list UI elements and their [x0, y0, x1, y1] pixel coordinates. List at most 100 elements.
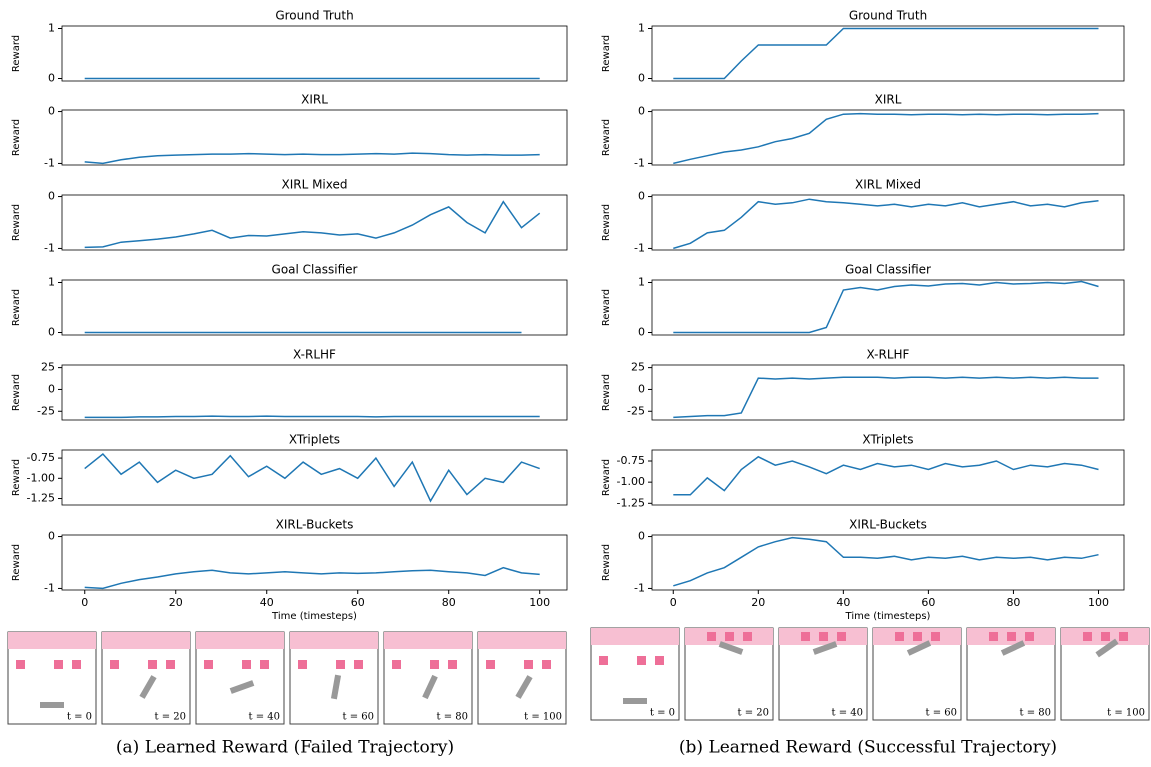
frame-thumbnail: t = 40	[778, 627, 868, 721]
block	[448, 660, 457, 669]
y-tick-label: -1	[44, 156, 55, 169]
block	[148, 660, 157, 669]
block	[637, 656, 646, 665]
y-tick-label: -1	[44, 241, 55, 254]
block	[204, 660, 213, 669]
frame-thumbnail: t = 60	[872, 627, 962, 721]
y-tick-label: -0.75	[27, 451, 55, 464]
y-tick-label: 1	[638, 22, 645, 35]
block	[430, 660, 439, 669]
block	[298, 660, 307, 669]
frame-thumbnail: t = 80	[966, 627, 1056, 721]
line-series	[673, 455, 1099, 496]
plot-frame	[651, 534, 1125, 591]
goal-zone	[290, 632, 378, 649]
y-axis-label: Reward	[601, 35, 612, 72]
plot-frame	[651, 109, 1125, 166]
x-tick-label: 80	[1006, 596, 1020, 609]
y-axis-label: Reward	[11, 35, 22, 72]
frame-thumbnail: t = 20	[101, 631, 191, 725]
frame-time-label: t = 80	[437, 712, 468, 723]
y-tick-label: 1	[48, 22, 55, 35]
robot	[139, 675, 157, 699]
frame-time-label: t = 40	[249, 712, 280, 723]
frame-thumbnail: t = 100	[1060, 627, 1150, 721]
goal-zone	[478, 632, 566, 649]
y-tick-label: 0	[638, 326, 645, 339]
frame-thumbnail: t = 0	[7, 631, 97, 725]
line-series	[673, 536, 1099, 587]
chart-title: XTriplets	[862, 433, 913, 447]
robot	[1000, 640, 1026, 656]
robot	[40, 702, 64, 708]
x-tick-label: 80	[442, 596, 456, 609]
y-tick-label: 0	[638, 382, 645, 395]
y-tick-label: 0	[48, 530, 55, 543]
plot-frame	[61, 534, 568, 591]
frame-time-label: t = 20	[155, 712, 186, 723]
x-tick-label: 20	[169, 596, 183, 609]
block	[542, 660, 551, 669]
y-tick-label: 0	[638, 530, 645, 543]
y-tick-label: 0	[48, 326, 55, 339]
y-tick-label: 0	[638, 72, 645, 85]
block	[486, 660, 495, 669]
caption: (a) Learned Reward (Failed Trajectory)	[116, 738, 454, 758]
y-axis-label: Reward	[601, 544, 612, 581]
x-tick-label: 0	[81, 596, 88, 609]
y-tick-label: 1	[638, 276, 645, 289]
frame-time-label: t = 100	[524, 712, 562, 723]
block	[931, 632, 940, 641]
plot-frame	[651, 449, 1125, 506]
block	[260, 660, 269, 669]
frame-thumbnail: t = 60	[289, 631, 379, 725]
goal-zone	[384, 632, 472, 649]
goal-zone	[102, 632, 190, 649]
x-tick-label: 60	[921, 596, 935, 609]
block	[336, 660, 345, 669]
frame-time-label: t = 60	[926, 708, 957, 719]
y-axis-label: Reward	[11, 289, 22, 326]
frame-time-label: t = 20	[738, 708, 769, 719]
goal-zone	[8, 632, 96, 649]
block	[725, 632, 734, 641]
y-axis-label: Reward	[601, 459, 612, 496]
line-series	[673, 198, 1099, 250]
block	[354, 660, 363, 669]
plot-frame	[651, 279, 1125, 336]
y-tick-label: -1.00	[617, 475, 645, 488]
block	[1025, 632, 1034, 641]
block	[1101, 632, 1110, 641]
line-series	[673, 280, 1099, 334]
line-series	[84, 415, 540, 419]
plot-frame	[61, 25, 568, 82]
y-tick-label: -1	[44, 581, 55, 594]
robot	[229, 680, 255, 694]
y-axis-label: Reward	[11, 544, 22, 581]
y-tick-label: 0	[638, 190, 645, 203]
y-tick-label: 25	[41, 361, 55, 374]
x-tick-label: 20	[751, 596, 765, 609]
chart-title: X-RLHF	[867, 348, 910, 362]
line-series	[673, 376, 1099, 419]
block	[166, 660, 175, 669]
x-tick-label: 40	[260, 596, 274, 609]
y-tick-label: 1	[48, 276, 55, 289]
frame-time-label: t = 100	[1107, 708, 1145, 719]
frame-thumbnail: t = 100	[477, 631, 567, 725]
y-axis-label: Reward	[11, 459, 22, 496]
x-tick-label: 0	[670, 596, 677, 609]
y-tick-label: -1.00	[27, 471, 55, 484]
block	[54, 660, 63, 669]
frame-time-label: t = 40	[832, 708, 863, 719]
plot-frame	[651, 25, 1125, 82]
block	[707, 632, 716, 641]
y-tick-label: 25	[631, 361, 645, 374]
y-tick-label: 0	[48, 190, 55, 203]
y-tick-label: -25	[37, 404, 55, 417]
x-tick-label: 100	[529, 596, 550, 609]
robot	[515, 675, 533, 699]
frame-time-label: t = 0	[67, 712, 92, 723]
block	[110, 660, 119, 669]
